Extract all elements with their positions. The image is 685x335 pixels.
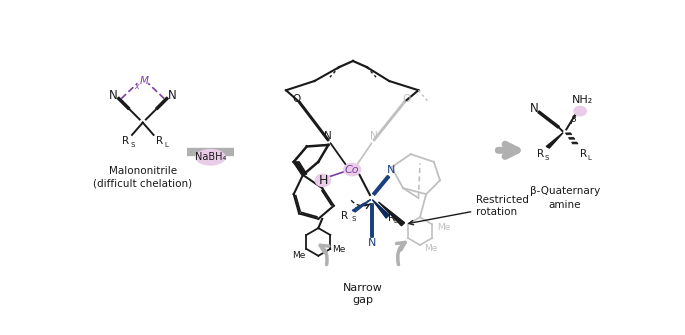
Text: Me: Me — [332, 245, 345, 254]
Ellipse shape — [315, 174, 331, 187]
Text: N: N — [368, 238, 377, 248]
Text: Malononitrile
(difficult chelation): Malononitrile (difficult chelation) — [93, 166, 192, 189]
Text: R: R — [388, 213, 395, 223]
Text: R: R — [580, 149, 587, 159]
Polygon shape — [294, 162, 307, 174]
Text: L: L — [393, 218, 397, 224]
Text: N: N — [325, 131, 332, 141]
Text: β: β — [569, 115, 575, 124]
Text: Narrow
gap: Narrow gap — [343, 283, 383, 305]
Text: R: R — [536, 149, 544, 159]
Text: M: M — [140, 76, 149, 86]
Polygon shape — [378, 202, 405, 226]
Ellipse shape — [344, 163, 361, 176]
Text: O: O — [403, 94, 411, 105]
Polygon shape — [372, 200, 389, 218]
Text: Restricted
rotation: Restricted rotation — [409, 195, 529, 225]
Text: Co: Co — [345, 164, 360, 175]
Text: S: S — [545, 155, 549, 161]
Text: L: L — [588, 155, 592, 161]
Polygon shape — [352, 200, 371, 212]
Text: O: O — [292, 94, 301, 105]
Text: S: S — [351, 216, 356, 222]
Polygon shape — [546, 133, 563, 148]
Text: N: N — [370, 131, 377, 141]
Text: Me: Me — [424, 244, 437, 253]
Text: N: N — [530, 102, 538, 115]
Text: N: N — [109, 89, 118, 102]
Text: Me: Me — [437, 223, 450, 232]
Text: R: R — [156, 136, 163, 146]
Text: R: R — [341, 211, 349, 221]
Text: Me: Me — [292, 251, 306, 260]
Text: x: x — [134, 82, 139, 91]
Text: NH₂: NH₂ — [572, 95, 593, 105]
Text: H: H — [319, 174, 327, 187]
Text: S: S — [130, 142, 135, 148]
Text: R: R — [123, 136, 129, 146]
Ellipse shape — [574, 107, 586, 116]
Text: β-Quaternary
amine: β-Quaternary amine — [530, 187, 600, 210]
Ellipse shape — [196, 149, 225, 165]
Text: NaBH₄: NaBH₄ — [195, 152, 226, 162]
Text: N: N — [168, 89, 177, 102]
Text: L: L — [164, 142, 169, 148]
Text: N: N — [387, 165, 396, 175]
